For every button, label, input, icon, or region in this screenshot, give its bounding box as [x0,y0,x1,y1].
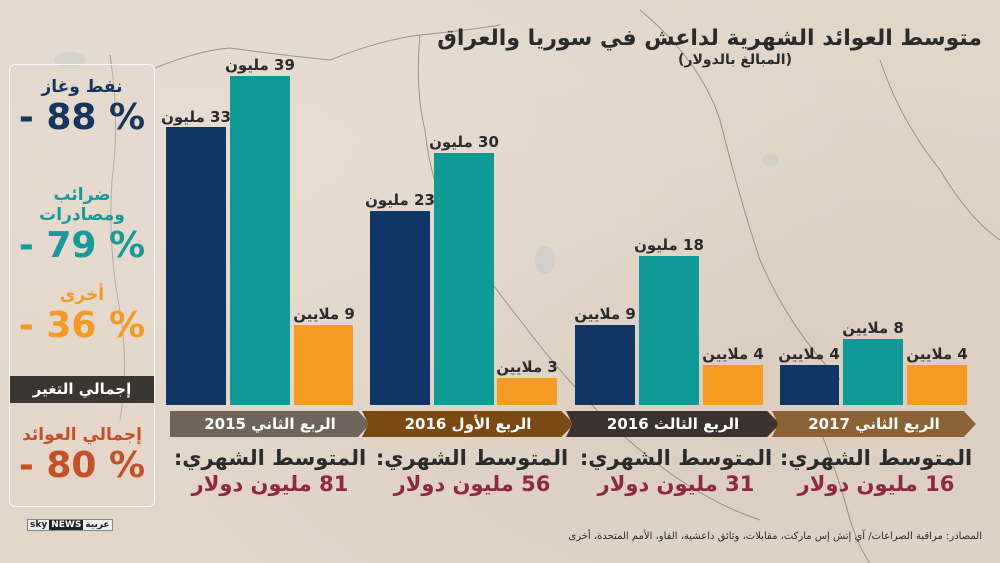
bar-other-q2-2017 [907,365,967,405]
chart-subtitle: (المبالغ بالدولار) [678,52,792,68]
bar-other-q2-2015 [294,325,353,405]
bar-label: 18 مليون [634,236,704,254]
chart-title: متوسط العوائد الشهرية لداعش في سوريا وال… [437,26,982,51]
monthly-average-q2-2017: المتوسط الشهري: 16 مليون دولار [776,446,976,496]
bar-label: 9 ملايين [574,305,636,323]
source-note: المصادر: مراقبة الصراعات/ آي إتش إس مارك… [568,531,982,542]
avg-label: المتوسط الشهري: [173,446,367,470]
stat-value: - 79 % [18,225,146,266]
bar-taxes-q3-2016 [639,256,699,405]
logo-arabic: عربية [85,520,110,530]
avg-value: 16 مليون دولار [797,472,955,496]
bar-taxes-q2-2017 [843,339,903,405]
stat-label: ضرائب ومصادرات [39,185,125,225]
stat-oil-gas: نفط وغاز - 88 % [10,77,154,138]
bar-label: 39 مليون [225,56,295,74]
stat-total: إجمالي العوائد - 80 % [10,425,154,486]
monthly-average-q1-2016: المتوسط الشهري: 56 مليون دولار [372,446,572,496]
avg-label: المتوسط الشهري: [579,446,773,470]
logo-sky: sky [30,520,48,530]
avg-value: 31 مليون دولار [597,472,755,496]
avg-value: 56 مليون دولار [393,472,551,496]
bar-taxes-q2-2015 [230,76,290,405]
bar-label: 23 مليون [365,191,435,209]
avg-value: 81 مليون دولار [191,472,349,496]
stat-label: نفط وغاز [41,77,123,97]
bar-oil-gas-q3-2016 [575,325,635,405]
stat-label: إجمالي العوائد [22,425,142,445]
monthly-average-q2-2015: المتوسط الشهري: 81 مليون دولار [170,446,370,496]
quarter-label-q3-2016: الربع الثالث 2016 [566,411,780,437]
quarter-label-q2-2015: الربع الثاني 2015 [170,411,370,437]
bar-label: 8 ملايين [842,319,904,337]
quarter-label-q1-2016: الربع الأول 2016 [362,411,574,437]
monthly-average-q3-2016: المتوسط الشهري: 31 مليون دولار [576,446,776,496]
bar-taxes-q1-2016 [434,153,494,405]
percent-change-panel: نفط وغاز - 88 % ضرائب ومصادرات - 79 % أخ… [9,64,155,507]
bar-oil-gas-q1-2016 [370,211,430,405]
bar-label: 30 مليون [429,133,499,151]
total-change-band: إجمالي التغير [10,376,154,403]
stat-label: أخرى [59,285,105,305]
stat-value: - 80 % [18,445,146,486]
bar-oil-gas-q2-2015 [166,127,226,405]
stat-taxes: ضرائب ومصادرات - 79 % [10,185,154,266]
bar-label: 9 ملايين [293,305,355,323]
logo-news: NEWS [49,520,84,530]
bar-label: 4 ملايين [702,345,764,363]
bar-label: 33 مليون [161,108,231,126]
quarter-label-q2-2017: الربع الثاني 2017 [772,411,976,437]
bar-label: 3 ملايين [496,358,558,376]
bar-label: 4 ملايين [778,345,840,363]
avg-label: المتوسط الشهري: [779,446,973,470]
avg-label: المتوسط الشهري: [375,446,569,470]
stat-other: أخرى - 36 % [10,285,154,346]
bar-oil-gas-q2-2017 [780,365,839,405]
bar-other-q3-2016 [703,365,763,405]
bar-label: 4 ملايين [906,345,968,363]
bar-other-q1-2016 [497,378,557,405]
sky-news-arabia-logo: sky NEWS عربية [27,519,113,531]
stat-value: - 36 % [18,305,146,346]
stat-value: - 88 % [18,97,146,138]
